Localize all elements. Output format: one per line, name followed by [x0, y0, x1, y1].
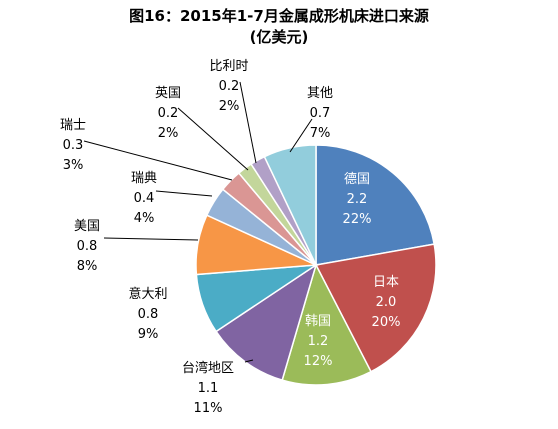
pie-slice [281, 262, 373, 386]
chart-title: 图16：2015年1-7月金属成形机床进口来源 [129, 7, 429, 25]
slice-name: 意大利 [128, 286, 167, 302]
leader-line [177, 107, 249, 171]
leader-line [244, 359, 254, 363]
slice-percent: 12% [304, 354, 333, 369]
slice-percent: 4% [134, 211, 155, 226]
slice-label: 比利时 0.2 2% [209, 59, 248, 114]
pie-slice [263, 144, 317, 266]
slice-value: 0.2 [158, 106, 179, 121]
pie-slice [314, 243, 437, 373]
leader-line [289, 118, 313, 153]
slice-name: 瑞典 [131, 171, 157, 186]
slice-percent: 22% [343, 212, 372, 227]
pie-slice [215, 263, 318, 382]
slice-label: 台湾地区 1.1 11% [182, 360, 234, 416]
slice-percent: 8% [77, 259, 98, 274]
slice-label: 韩国 1.2 12% [304, 314, 333, 369]
slice-value: 0.2 [219, 79, 240, 94]
slice-percent: 2% [219, 99, 240, 114]
slice-value: 0.4 [134, 191, 155, 206]
slice-value: 0.7 [310, 106, 331, 121]
leader-line [103, 237, 199, 241]
slice-name: 瑞士 [60, 118, 86, 133]
slice-name: 日本 [373, 275, 399, 290]
slice-name: 韩国 [305, 314, 331, 329]
slice-percent: 9% [138, 327, 159, 342]
slice-label: 德国 2.2 22% [343, 172, 372, 227]
slice-name: 德国 [344, 172, 370, 187]
slice-value: 0.3 [63, 138, 84, 153]
slice-percent: 20% [372, 315, 401, 330]
slice-label: 英国 0.2 2% [155, 86, 181, 141]
slice-percent: 2% [158, 126, 179, 141]
pie-slice [315, 144, 436, 266]
slice-name: 比利时 [209, 59, 248, 74]
slice-value: 0.8 [138, 307, 159, 322]
leader-line [83, 140, 233, 181]
leader-line [239, 81, 257, 164]
slice-label: 美国 0.8 8% [74, 219, 100, 274]
chart-title-block: 图16：2015年1-7月金属成形机床进口来源 (亿美元) [0, 6, 558, 48]
chart-subtitle: (亿美元) [249, 28, 309, 46]
slice-label: 日本 2.0 20% [372, 275, 401, 330]
slice-name: 英国 [155, 86, 181, 101]
leader-line [155, 190, 213, 197]
slice-value: 1.1 [198, 381, 219, 396]
slice-value: 2.2 [347, 192, 368, 207]
slice-name: 其他 [307, 86, 333, 101]
slice-name: 美国 [74, 219, 100, 234]
slice-value: 2.0 [376, 295, 397, 310]
slice-percent: 11% [194, 401, 223, 416]
slice-label: 瑞士 0.3 3% [60, 118, 86, 173]
slice-percent: 3% [63, 158, 84, 173]
slice-percent: 7% [310, 126, 331, 141]
slice-label: 瑞典 0.4 4% [131, 171, 157, 226]
slice-value: 1.2 [308, 334, 329, 349]
slice-label: 意大利 0.8 9% [128, 286, 167, 342]
slice-value: 0.8 [77, 239, 98, 254]
slice-label: 其他 0.7 7% [307, 86, 333, 141]
slice-name: 台湾地区 [182, 360, 234, 376]
